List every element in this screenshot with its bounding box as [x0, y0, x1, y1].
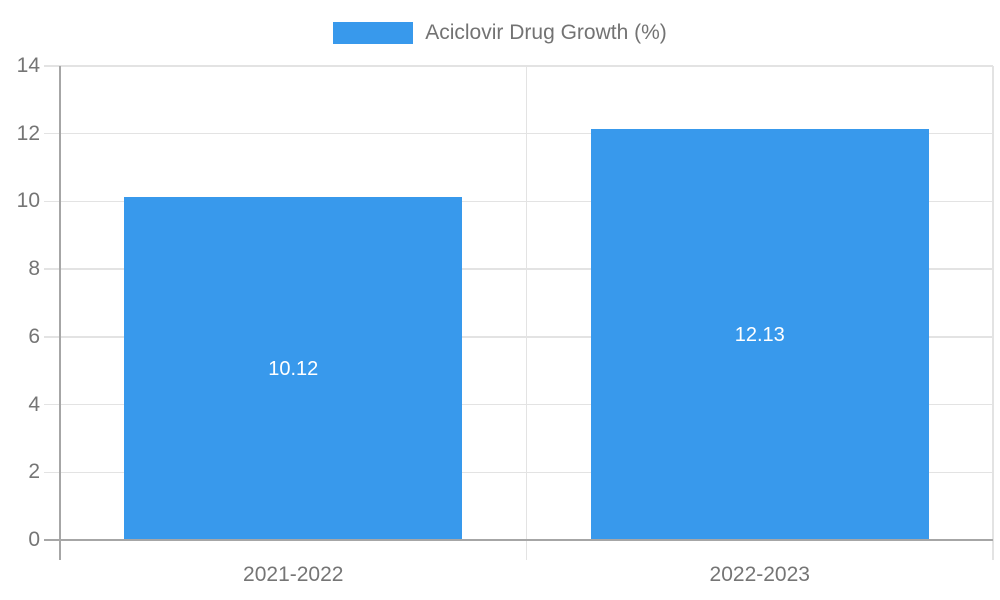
- gridline-horizontal: [44, 65, 993, 67]
- gridline-horizontal: [44, 200, 993, 203]
- gridline-vertical: [525, 66, 528, 560]
- y-tick-label: 8: [28, 257, 40, 281]
- y-tick-label: 4: [28, 392, 40, 416]
- gridline-horizontal: [44, 132, 993, 135]
- gridline-horizontal: [44, 336, 993, 338]
- chart-legend[interactable]: Aciclovir Drug Growth (%): [0, 20, 1000, 46]
- y-tick-label: 10: [16, 189, 40, 213]
- x-tick-label: 2022-2023: [709, 563, 810, 586]
- bar-value-label: 12.13: [734, 323, 785, 346]
- y-tick-label: 6: [28, 324, 40, 348]
- gridline-horizontal: [44, 403, 993, 406]
- x-tick-label: 2021-2022: [243, 563, 344, 586]
- gridline-horizontal: [44, 268, 993, 270]
- gridline-vertical: [992, 66, 994, 560]
- x-axis-line: [44, 539, 993, 541]
- y-tick-label: 14: [16, 54, 40, 77]
- gridline-horizontal: [44, 471, 993, 474]
- y-axis-line: [59, 66, 61, 560]
- bar[interactable]: [124, 197, 462, 540]
- bar-value-label: 10.12: [268, 357, 319, 380]
- y-tick-label: 12: [16, 121, 40, 145]
- bar[interactable]: [591, 129, 929, 540]
- legend-label: Aciclovir Drug Growth (%): [425, 21, 667, 44]
- y-tick-label: 2: [28, 460, 40, 484]
- y-tick-label: 0: [28, 528, 40, 551]
- legend-swatch-icon: [333, 22, 414, 44]
